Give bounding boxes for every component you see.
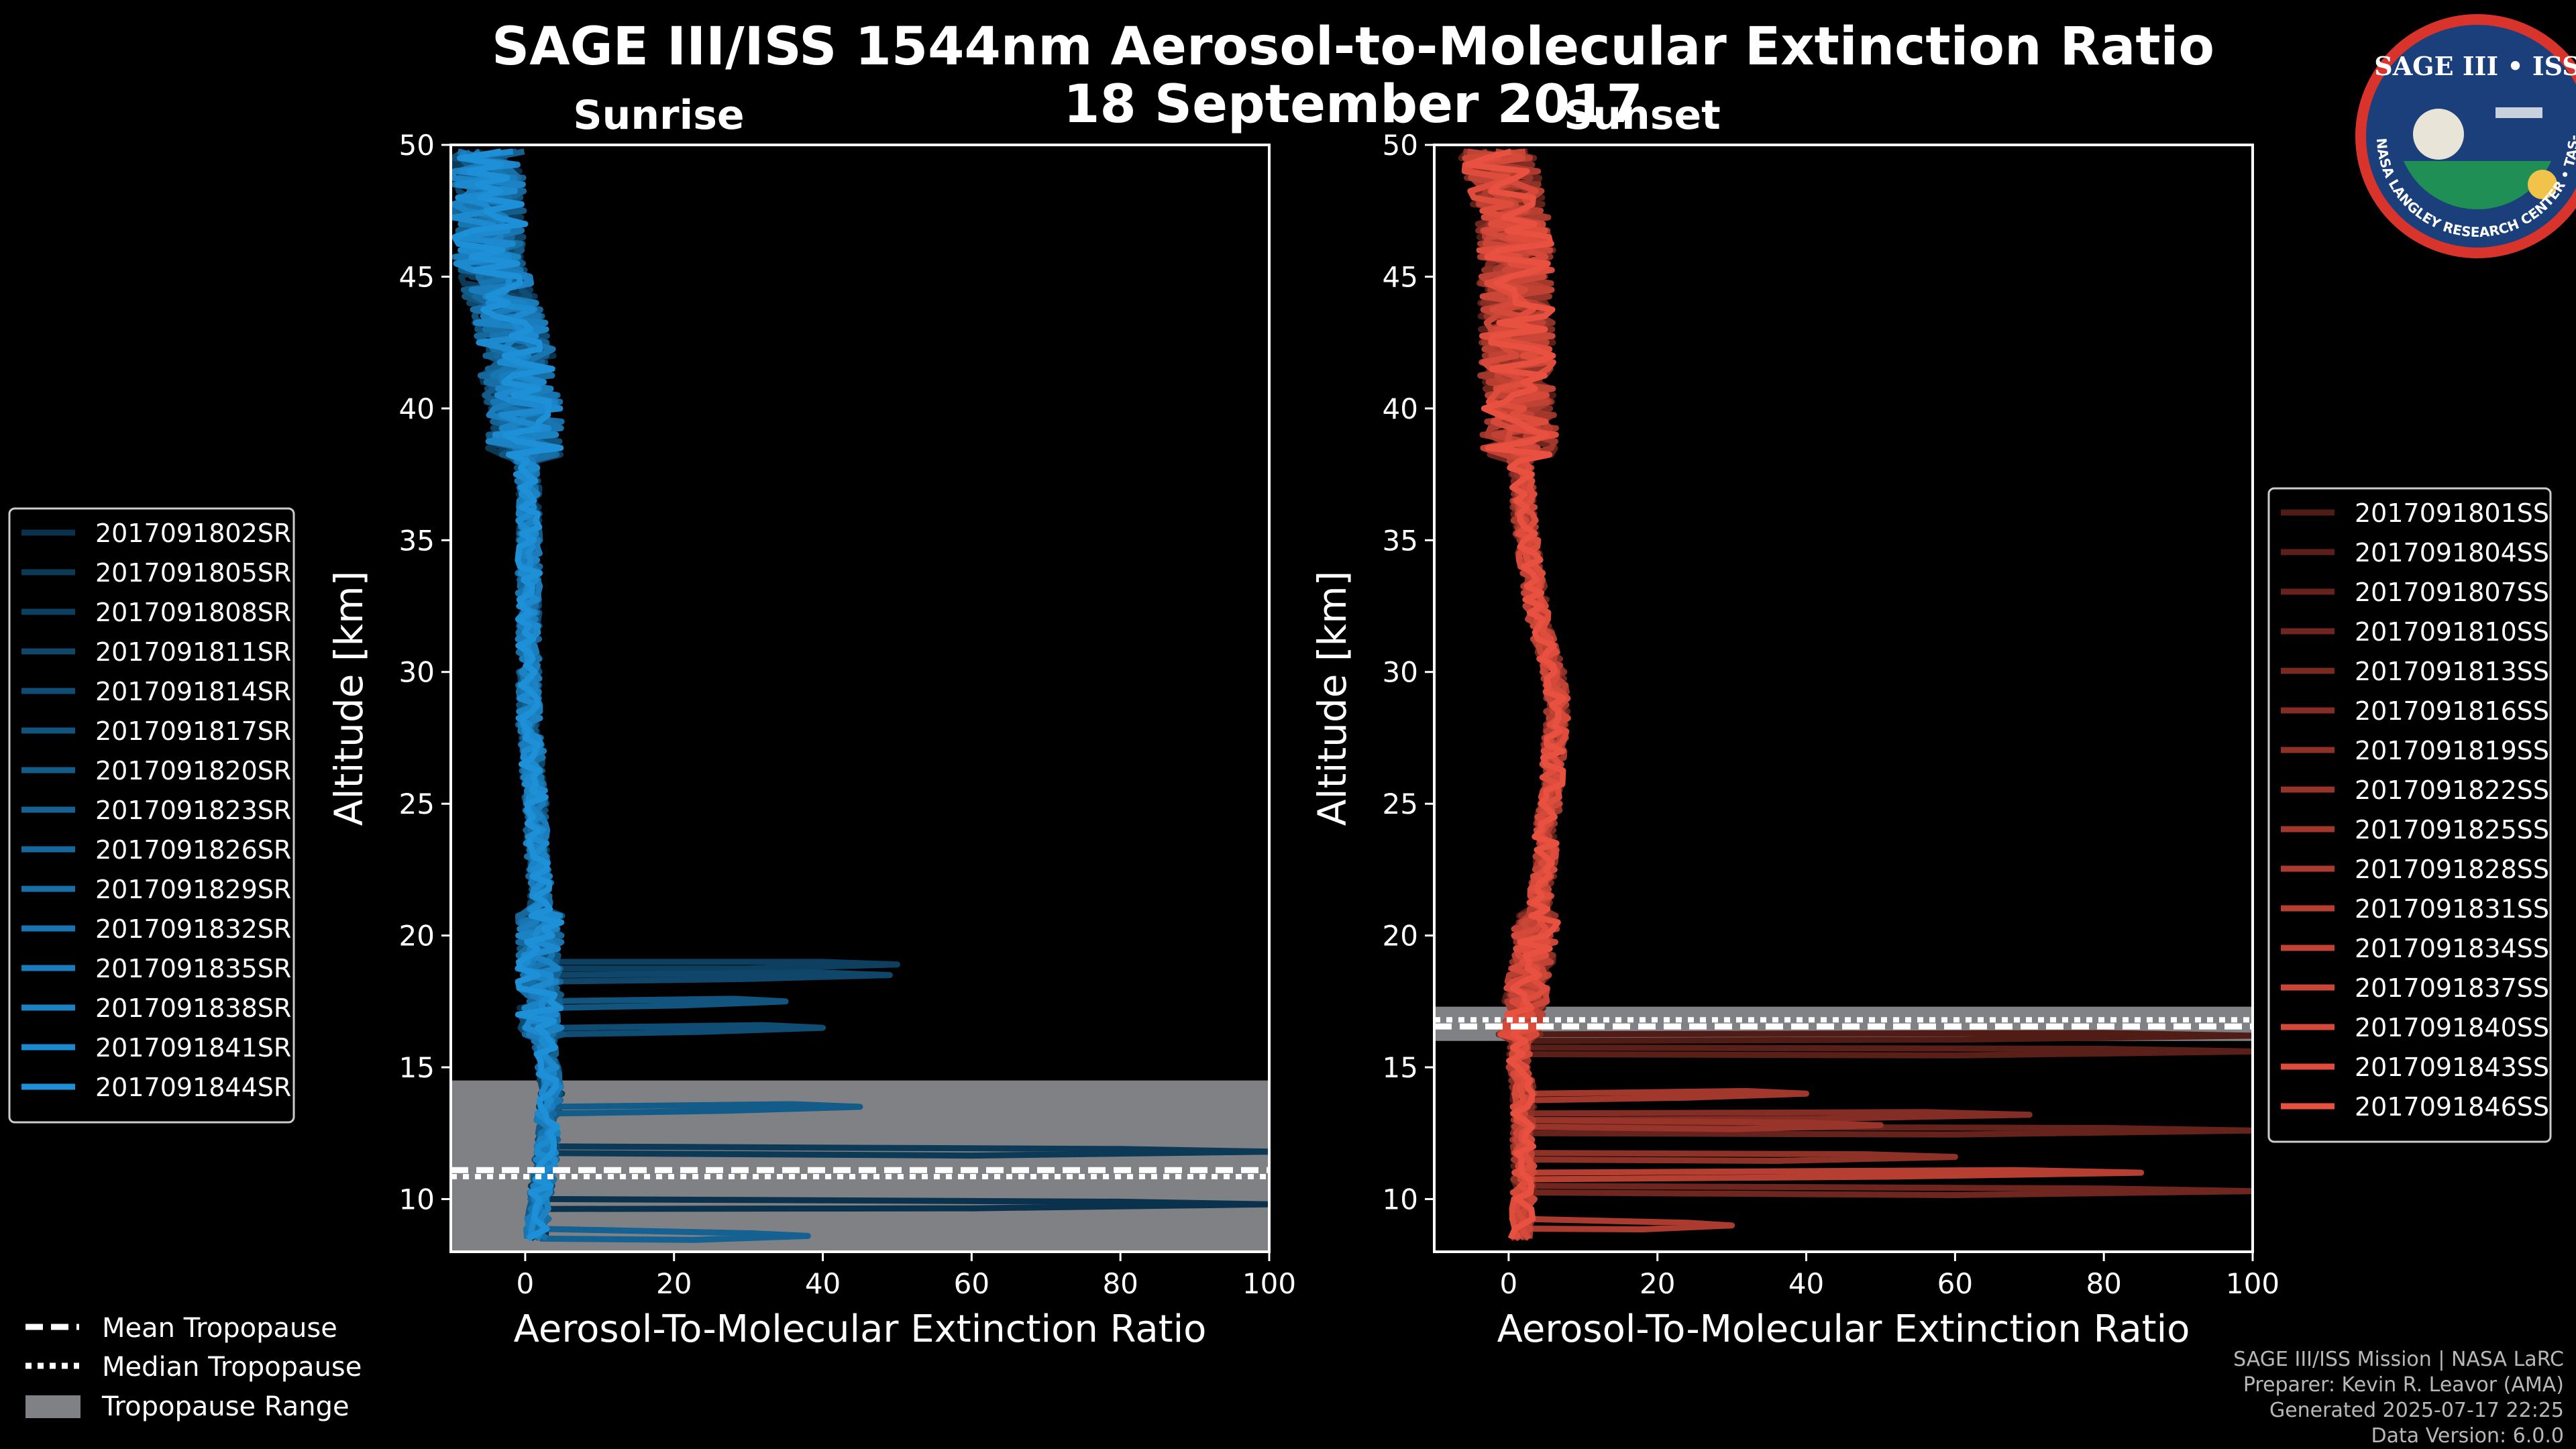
sunset-panel-title: Sunset <box>1564 92 1721 139</box>
sunrise-xtick-label: 60 <box>954 1267 989 1300</box>
sunrise-legend-label-2017091811SR: 2017091811SR <box>95 637 291 667</box>
legend-median-label: Median Tropopause <box>102 1352 362 1383</box>
sunset-ytick-label: 35 <box>1383 524 1418 557</box>
logo-top-text: SAGE III • ISS <box>2374 51 2576 81</box>
sunset-ytick-label: 25 <box>1383 788 1418 820</box>
logo-station-icon <box>2496 107 2542 118</box>
sunset-xtick-label: 40 <box>1788 1267 1824 1300</box>
sunset-legend-label-2017091813SS: 2017091813SS <box>2355 657 2549 686</box>
legend-range-swatch <box>25 1395 80 1418</box>
sunset-ytick-label: 20 <box>1383 920 1418 953</box>
sunrise-axes-frame <box>449 144 1271 1253</box>
sunset-legend-label-2017091804SS: 2017091804SS <box>2355 538 2549 568</box>
sunset-legend-label-2017091846SS: 2017091846SS <box>2355 1092 2549 1122</box>
sunset-series-legend-box <box>2267 487 2552 1143</box>
sunrise-legend-label-2017091844SR: 2017091844SR <box>95 1073 291 1102</box>
sunset-legend-label-2017091801SS: 2017091801SS <box>2355 498 2549 528</box>
sunrise-y-axis-label: Altitude [km] <box>326 571 372 826</box>
logo-sun-icon <box>2528 170 2557 199</box>
sunset-legend-label-2017091840SS: 2017091840SS <box>2355 1013 2549 1042</box>
sunrise-series-legend-box <box>8 507 295 1124</box>
logo-earth-icon <box>2404 161 2551 210</box>
logo-moon-icon <box>2413 109 2464 160</box>
sunrise-ytick-label: 35 <box>399 524 435 557</box>
sunrise-ytick-label: 15 <box>399 1051 435 1084</box>
sunrise-legend-label-2017091814SR: 2017091814SR <box>95 677 291 706</box>
sunrise-legend-label-2017091835SR: 2017091835SR <box>95 954 291 983</box>
sunset-legend-label-2017091828SS: 2017091828SS <box>2355 855 2549 884</box>
footer-credits: SAGE III/ISS Mission | NASA LaRC Prepare… <box>2233 1348 2564 1448</box>
sunset-xtick-label: 100 <box>2226 1267 2279 1300</box>
sunset-xtick-label: 0 <box>1500 1267 1518 1300</box>
sunrise-series-2017091838SR <box>451 150 565 1240</box>
sunrise-ytick-label: 40 <box>399 392 435 425</box>
sunrise-legend-label-2017091817SR: 2017091817SR <box>95 716 291 746</box>
sunrise-x-axis-label: Aerosol-To-Molecular Extinction Ratio <box>514 1307 1207 1351</box>
sunset-legend-label-2017091822SS: 2017091822SS <box>2355 775 2549 805</box>
sunrise-ytick-label: 30 <box>399 656 435 689</box>
sunrise-plot-area <box>451 145 1269 1252</box>
sunrise-legend-label-2017091805SR: 2017091805SR <box>95 558 291 588</box>
sunset-ytick-label: 40 <box>1383 392 1418 425</box>
sunset-legend-label-2017091819SS: 2017091819SS <box>2355 736 2549 765</box>
sunset-legend-label-2017091834SS: 2017091834SS <box>2355 934 2549 963</box>
sunrise-ytick-label: 10 <box>399 1183 435 1216</box>
sunrise-xtick-label: 0 <box>517 1267 535 1300</box>
sunrise-xtick-label: 100 <box>1242 1267 1296 1300</box>
sunset-ytick-label: 50 <box>1383 129 1418 162</box>
sunset-xtick-label: 80 <box>2086 1267 2121 1300</box>
sunset-ytick-label: 15 <box>1383 1051 1418 1084</box>
sunset-axes-frame <box>1433 144 2254 1253</box>
sunset-legend-label-2017091825SS: 2017091825SS <box>2355 815 2549 845</box>
sunset-ytick-label: 45 <box>1383 260 1418 293</box>
sunrise-xtick-label: 40 <box>805 1267 841 1300</box>
sunset-xtick-label: 60 <box>1937 1267 1973 1300</box>
sunrise-xtick-label: 20 <box>656 1267 692 1300</box>
sunrise-legend-label-2017091826SR: 2017091826SR <box>95 835 291 865</box>
figure-subtitle-date: 18 September 2017 <box>1063 74 1643 135</box>
sunrise-legend-label-2017091808SR: 2017091808SR <box>95 598 291 627</box>
sunset-legend-label-2017091831SS: 2017091831SS <box>2355 894 2549 924</box>
sunrise-legend-label-2017091823SR: 2017091823SR <box>95 796 291 825</box>
sunrise-panel-title: Sunrise <box>573 92 744 139</box>
sunset-legend-label-2017091843SS: 2017091843SS <box>2355 1053 2549 1082</box>
sunset-xtick-label: 20 <box>1640 1267 1675 1300</box>
sunrise-panel: 0 20 40 60 80 100 10 15 20 25 30 35 40 45 50 Sunrise Aer… <box>8 92 1296 1351</box>
footer-generated: Generated 2025-07-17 22:25 <box>2269 1399 2564 1422</box>
sunset-ytick-label: 30 <box>1383 656 1418 689</box>
sunrise-ytick-label: 20 <box>399 920 435 953</box>
sunset-y-axis-label: Altitude [km] <box>1309 571 1355 826</box>
footer-preparer: Preparer: Kevin R. Leavor (AMA) <box>2243 1373 2564 1397</box>
sunrise-series-2017091844SR <box>451 148 565 1242</box>
sunset-series-2017091846SS <box>1464 148 1566 1240</box>
figure-title: SAGE III/ISS 1544nm Aerosol-to-Molecular… <box>492 17 2214 77</box>
sunset-ytick-label: 10 <box>1383 1183 1418 1216</box>
sunrise-legend-label-2017091832SR: 2017091832SR <box>95 914 291 944</box>
sunrise-legend-label-2017091802SR: 2017091802SR <box>95 519 291 548</box>
footer-data-version: Data Version: 6.0.0 <box>2371 1424 2564 1448</box>
sunrise-ytick-label: 50 <box>399 129 435 162</box>
sunset-legend-label-2017091816SS: 2017091816SS <box>2355 696 2549 726</box>
tropopause-legend: Mean Tropopause Median Tropopause Tropop… <box>25 1313 362 1422</box>
sunrise-ytick-label: 45 <box>399 260 435 293</box>
sunrise-legend-label-2017091820SR: 2017091820SR <box>95 756 291 786</box>
legend-range-label: Tropopause Range <box>101 1391 350 1422</box>
sunrise-legend-label-2017091829SR: 2017091829SR <box>95 875 291 904</box>
sunset-legend-label-2017091807SS: 2017091807SS <box>2355 578 2549 607</box>
sunset-profile-lines <box>1458 148 2253 1242</box>
sunset-legend-label-2017091810SS: 2017091810SS <box>2355 617 2549 647</box>
sunrise-profile-lines <box>451 148 1269 1243</box>
sunrise-legend-label-2017091841SR: 2017091841SR <box>95 1033 291 1063</box>
sunrise-legend-label-2017091838SR: 2017091838SR <box>95 994 291 1023</box>
sunset-panel: 0 20 40 60 80 100 10 15 20 25 30 35 40 45 50 Sunset Aero… <box>1309 92 2552 1351</box>
legend-mean-label: Mean Tropopause <box>102 1313 337 1344</box>
sunrise-xtick-label: 80 <box>1102 1267 1138 1300</box>
sunset-x-axis-label: Aerosol-To-Molecular Extinction Ratio <box>1497 1307 2190 1351</box>
sunset-legend-label-2017091837SS: 2017091837SS <box>2355 973 2549 1003</box>
sunrise-ytick-label: 25 <box>399 788 435 820</box>
footer-mission: SAGE III/ISS Mission | NASA LaRC <box>2233 1348 2564 1371</box>
